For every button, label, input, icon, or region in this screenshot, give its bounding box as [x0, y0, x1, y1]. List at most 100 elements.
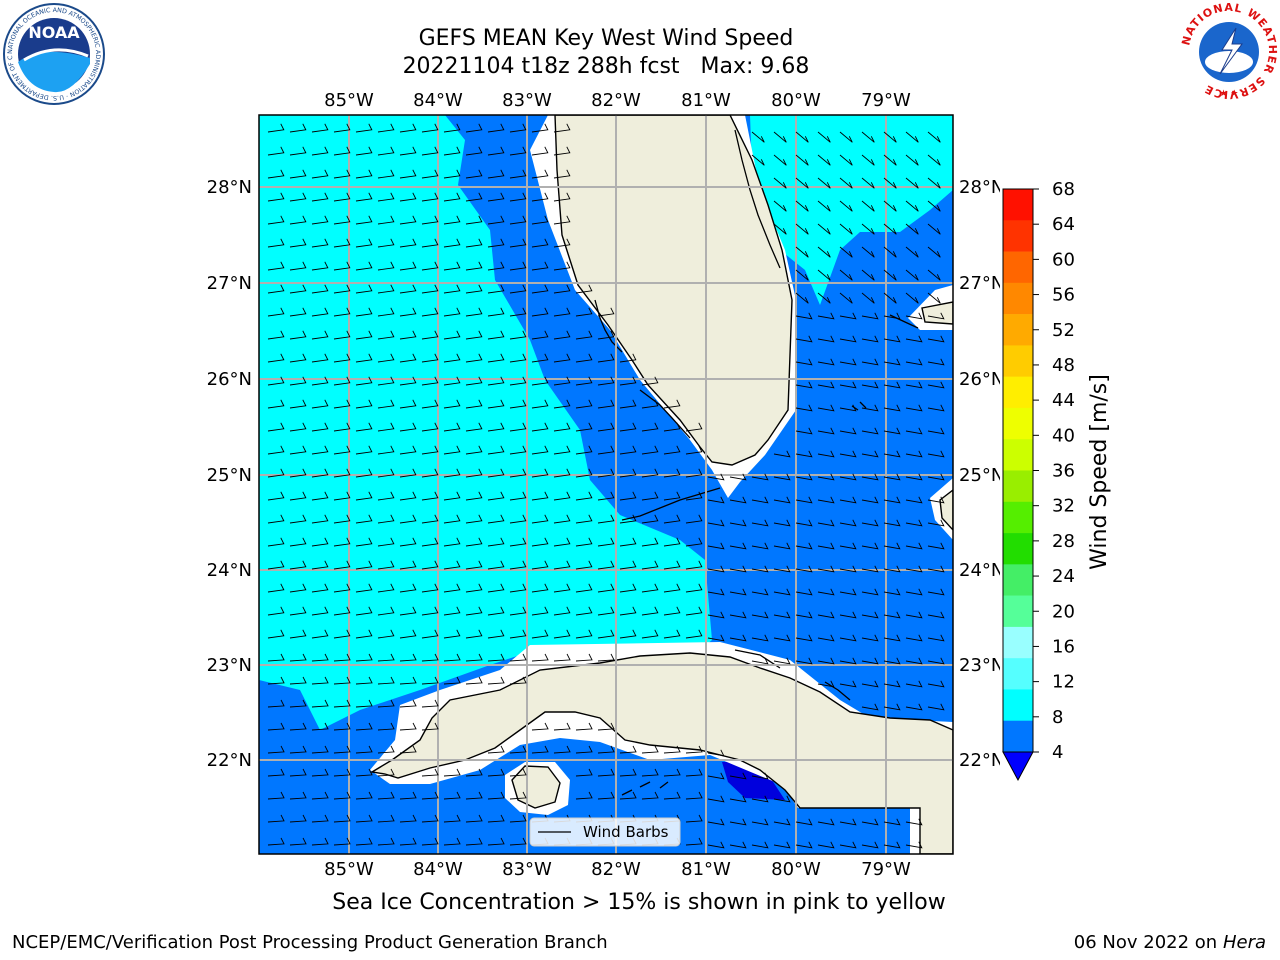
wind-barb [531, 445, 549, 455]
wind-barb [487, 192, 505, 202]
wind-barb [399, 837, 417, 846]
wind-barb [509, 745, 527, 754]
colorbar-segment [1003, 626, 1033, 659]
wind-barb [553, 445, 571, 455]
lat-label-right: 24°N [959, 560, 1000, 581]
wind-barb [817, 358, 835, 366]
wind-barb [531, 123, 549, 133]
wind-barb [421, 768, 439, 777]
wind-barb [443, 215, 461, 225]
wind-barb [707, 565, 725, 573]
chart-title: GEFS MEAN Key West Wind Speed [418, 26, 794, 51]
wind-barb [905, 223, 919, 235]
wind-barb [311, 238, 329, 248]
wind-barb [311, 445, 329, 455]
wind-barb [311, 422, 329, 432]
wind-barb [377, 123, 395, 133]
colorbar-tick-label: 68 [1052, 179, 1075, 200]
colorbar-segment [1003, 501, 1033, 534]
wind-barb [773, 634, 791, 642]
wind-barb [355, 514, 373, 524]
wind-barb [421, 399, 439, 409]
wind-barb [531, 537, 549, 547]
wind-barb [311, 676, 329, 685]
wind-barb [795, 841, 813, 849]
wind-barb [399, 676, 417, 685]
wind-barb [839, 841, 857, 849]
wind-barb [619, 745, 637, 754]
wind-barb [377, 583, 395, 593]
wind-barb [421, 330, 439, 340]
wind-barb [333, 468, 351, 478]
lat-label-left: 23°N [207, 655, 252, 676]
wind-barb [311, 768, 329, 777]
wind-barb [421, 468, 439, 478]
wind-barb [289, 445, 307, 455]
wind-barb [289, 284, 307, 294]
wind-barb [355, 699, 373, 708]
wind-barb [509, 606, 527, 616]
wind-barb [883, 200, 897, 212]
wind-barb [421, 284, 439, 294]
longitude-labels-top: 85°W 84°W 83°W 82°W 81°W 80°W 79°W [324, 90, 911, 111]
legend-label: Wind Barbs [583, 823, 669, 841]
wind-barb [399, 583, 417, 593]
colorbar-segment [1003, 720, 1033, 753]
wind-barb [465, 560, 483, 570]
wind-barb [487, 445, 505, 455]
wind-barb [465, 238, 483, 248]
lon-label-top: 85°W [324, 90, 374, 111]
wind-barb [795, 634, 813, 642]
wind-barb [421, 606, 439, 616]
wind-barb [751, 588, 769, 596]
wind-barb [311, 491, 329, 501]
wind-barb [575, 445, 593, 455]
wind-barb [883, 358, 901, 366]
wind-barb [377, 192, 395, 202]
colorbar-segment [1003, 407, 1033, 440]
wind-barb [597, 768, 615, 777]
wind-barb [399, 261, 417, 271]
wind-barb [795, 427, 813, 435]
wind-barb [355, 353, 373, 363]
wind-barb [421, 123, 439, 133]
wind-barb [619, 422, 637, 432]
wind-barb [575, 422, 593, 432]
wind-barb [465, 468, 483, 478]
wind-barb [487, 353, 505, 363]
wind-barb [905, 177, 919, 189]
wind-barb [267, 192, 285, 202]
wind-barb [927, 611, 945, 619]
wind-barb [927, 358, 945, 366]
wind-barb [289, 768, 307, 777]
wind-barb [355, 676, 373, 685]
wind-barb [377, 491, 395, 501]
wind-barb [553, 146, 571, 156]
colorbar-tick-label: 44 [1052, 390, 1075, 411]
wind-barb [839, 200, 853, 212]
wind-barb [795, 269, 809, 281]
wind-barb [267, 376, 285, 386]
lon-label-bottom: 82°W [591, 859, 641, 880]
wind-barb [509, 629, 527, 639]
wind-barb [487, 514, 505, 524]
wind-barb [641, 583, 659, 593]
wind-barb [421, 629, 439, 639]
wind-barb [333, 146, 351, 156]
wind-barb [751, 154, 765, 166]
wind-barb [663, 445, 681, 455]
wind-barb [355, 330, 373, 340]
wind-barb [465, 791, 483, 800]
wind-barb [465, 653, 483, 662]
wind-barb [465, 445, 483, 455]
wind-barb [421, 353, 439, 363]
colorbar-tick-label: 4 [1052, 742, 1063, 763]
wind-barb [927, 246, 941, 258]
wind-barb [311, 606, 329, 616]
wind-barb [355, 422, 373, 432]
wind-barb [905, 841, 923, 849]
lat-label-left: 27°N [207, 273, 252, 294]
wind-barb [333, 330, 351, 340]
wind-barb [509, 537, 527, 547]
wind-barb [267, 791, 285, 800]
